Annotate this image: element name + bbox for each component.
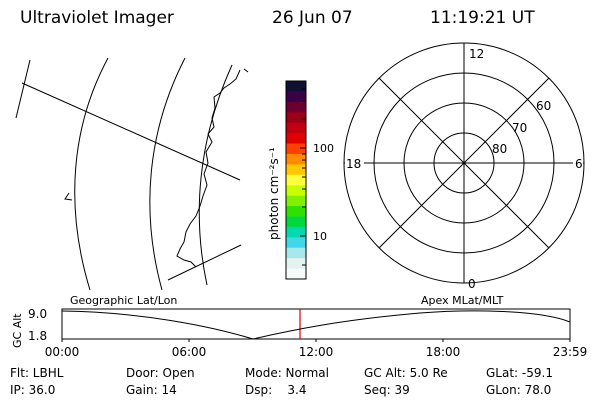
- color-bar-cell: [286, 122, 306, 134]
- graticule-line: [15, 59, 31, 119]
- color-bar-cell: [286, 133, 306, 145]
- color-bar-ticks: [300, 88, 306, 266]
- altitude-curve: [61, 310, 571, 340]
- color-bar-tick-10: 10: [313, 230, 327, 243]
- status-gc-alt: GC Alt: 5.0 Re: [364, 366, 448, 380]
- color-bar-cell: [286, 185, 306, 197]
- status-seq: Seq: 39: [364, 383, 410, 397]
- status-ip: IP: 36.0: [10, 383, 56, 397]
- mlat-label-80: 80: [492, 142, 507, 156]
- graticule-line: [74, 57, 109, 291]
- polar-diagonal: [378, 77, 550, 249]
- time-tick-12: 12:00: [299, 345, 334, 359]
- status-mode: Mode: Normal: [245, 366, 329, 380]
- label-mask: [573, 155, 583, 170]
- altitude-axis-title: GC Alt: [11, 313, 24, 348]
- graticule-line: [167, 244, 242, 281]
- altitude-x-ticks: [61, 339, 571, 342]
- label-mask: [345, 155, 364, 170]
- geographic-label: Geographic Lat/Lon: [70, 294, 177, 307]
- time-tick-00: 00:00: [45, 345, 80, 359]
- coastline: [64, 192, 73, 201]
- color-bar-cell: [286, 101, 306, 113]
- coastline: [243, 68, 249, 73]
- altitude-plot-frame: [61, 308, 571, 340]
- color-bar-cell: [286, 164, 306, 176]
- color-bar-scale: [286, 81, 306, 280]
- status-door: Door: Open: [126, 366, 195, 380]
- color-bar-cell: [286, 81, 306, 93]
- geographic-map: [15, 57, 249, 291]
- label-mask: [467, 46, 485, 60]
- status-glon: GLon: 78.0: [486, 383, 552, 397]
- apex-label: Apex MLat/MLT: [421, 294, 504, 307]
- status-glat: GLat: -59.1: [486, 366, 553, 380]
- graticule-line: [21, 82, 241, 181]
- color-bar-cell: [286, 226, 306, 238]
- coastline: [176, 69, 241, 268]
- time-tick-2359: 23:59: [553, 345, 588, 359]
- color-bar-cell: [286, 174, 306, 186]
- status-filter: Flt: LBHL: [10, 366, 64, 380]
- altitude-y-tick-high: 9.0: [28, 307, 47, 321]
- color-bar-cell: [286, 91, 306, 103]
- altitude-plot: 9.0 1.8 GC Alt 00:00 06:00 12:00 18:00 2…: [11, 307, 587, 359]
- color-bar-unit-label: photon cm⁻²s⁻¹: [267, 147, 281, 240]
- mlt-label-0: 0: [468, 277, 476, 291]
- status-dsp: Dsp: 3.4: [245, 383, 307, 397]
- status-gain: Gain: 14: [126, 383, 177, 397]
- color-bar-cell: [286, 247, 306, 259]
- instrument-title: Ultraviolet Imager: [20, 8, 174, 28]
- graticule-line: [149, 57, 186, 291]
- mlt-label-12: 12: [469, 47, 484, 61]
- observation-time: 11:19:21 UT: [430, 8, 535, 28]
- time-tick-06: 06:00: [172, 345, 207, 359]
- mlat-label-70: 70: [512, 121, 527, 135]
- color-bar-tick-100: 100: [313, 142, 334, 155]
- mlt-label-18: 18: [346, 157, 361, 171]
- color-bar: 100 10 photon cm⁻²s⁻¹: [267, 80, 334, 280]
- color-bar-cell: [286, 143, 306, 155]
- color-bar-cell: [286, 153, 306, 165]
- altitude-y-tick-low: 1.8: [28, 329, 47, 343]
- color-bar-cell: [286, 112, 306, 124]
- color-bar-frame: [285, 80, 307, 280]
- mlat-label-60: 60: [536, 99, 551, 113]
- mlt-label-6: 6: [575, 157, 583, 171]
- color-bar-cell: [286, 216, 306, 228]
- color-bar-cell: [286, 206, 306, 218]
- color-bar-cell: [286, 268, 306, 280]
- polar-plot: [343, 42, 585, 284]
- color-bar-cell: [286, 237, 306, 249]
- color-bar-cell: [286, 258, 306, 270]
- time-tick-18: 18:00: [426, 345, 461, 359]
- graticule-line: [198, 64, 233, 286]
- observation-date: 26 Jun 07: [272, 8, 353, 28]
- color-bar-cell: [286, 195, 306, 207]
